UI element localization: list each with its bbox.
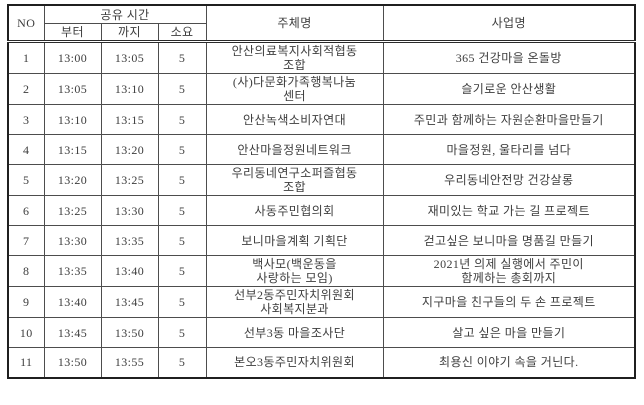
cell-no: 6	[7, 195, 45, 226]
cell-to: 13:55	[100, 347, 159, 378]
table-row: 9 13:40 13:45 5 선부2동주민자치위원회 사회복지분과 지구마을 …	[7, 286, 636, 318]
cell-project: 365 건강마을 온돌방	[382, 41, 636, 74]
cell-project: 주민과 함께하는 자원순환마을만들기	[382, 104, 636, 135]
cell-organizer: 사동주민협의회	[205, 195, 384, 226]
cell-no: 1	[7, 41, 45, 74]
header-no: NO	[7, 4, 45, 43]
cell-organizer: 백사모(백운동을 사랑하는 모임)	[205, 255, 384, 287]
cell-project: 살고 싶은 마을 만들기	[382, 317, 636, 348]
cell-organizer: 우리동네연구소퍼즐협동 조합	[205, 164, 384, 196]
cell-no: 5	[7, 164, 45, 196]
cell-duration: 5	[157, 317, 207, 348]
cell-to: 13:15	[100, 104, 159, 135]
cell-from: 13:20	[43, 164, 102, 196]
cell-no: 10	[7, 317, 45, 348]
cell-duration: 5	[157, 41, 207, 74]
cell-from: 13:10	[43, 104, 102, 135]
header-shared-time: 공유 시간	[43, 4, 207, 24]
header-row-sub: 부터 까지 소요	[8, 23, 635, 43]
cell-no: 9	[7, 286, 45, 318]
cell-to: 13:05	[100, 41, 159, 74]
cell-to: 13:35	[100, 225, 159, 256]
table-row: 11 13:50 13:55 5 본오3동주민자치위원회 최용신 이야기 속을 …	[7, 347, 636, 378]
cell-project: 재미있는 학교 가는 길 프로젝트	[382, 195, 636, 226]
cell-from: 13:35	[43, 255, 102, 287]
cell-no: 8	[7, 255, 45, 287]
cell-project: 2021년 의제 실행에서 주민이 함께하는 총회까지	[382, 255, 636, 287]
header-organizer: 주체명	[205, 4, 384, 43]
table-header: NO 공유 시간 주체명 사업명 부터 까지 소요	[7, 4, 636, 43]
cell-duration: 5	[157, 286, 207, 318]
header-project: 사업명	[382, 4, 636, 43]
table-row: 5 13:20 13:25 5 우리동네연구소퍼즐협동 조합 우리동네안전망 건…	[7, 164, 636, 196]
cell-from: 13:45	[43, 317, 102, 348]
table-row: 7 13:30 13:35 5 보니마을계획 기획단 걷고싶은 보니마을 명품길…	[7, 225, 636, 256]
schedule-table: NO 공유 시간 주체명 사업명 부터 까지 소요 1 13:00 13:05 …	[7, 4, 637, 379]
cell-to: 13:50	[100, 317, 159, 348]
cell-organizer: 선부3동 마을조사단	[205, 317, 384, 348]
cell-to: 13:40	[100, 255, 159, 287]
cell-from: 13:15	[43, 134, 102, 165]
table-row: 8 13:35 13:40 5 백사모(백운동을 사랑하는 모임) 2021년 …	[7, 255, 636, 287]
cell-to: 13:30	[100, 195, 159, 226]
table-row: 10 13:45 13:50 5 선부3동 마을조사단 살고 싶은 마을 만들기	[7, 317, 636, 348]
cell-duration: 5	[157, 255, 207, 287]
cell-organizer: 선부2동주민자치위원회 사회복지분과	[205, 286, 384, 318]
cell-project: 마을정원, 울타리를 넘다	[382, 134, 636, 165]
header-duration: 소요	[157, 23, 207, 43]
cell-organizer: 안산녹색소비자연대	[205, 104, 384, 135]
cell-organizer: 보니마을계획 기획단	[205, 225, 384, 256]
cell-to: 13:45	[100, 286, 159, 318]
cell-organizer: 안산의료복지사회적협동 조합	[205, 41, 384, 74]
cell-organizer: 본오3동주민자치위원회	[205, 347, 384, 378]
cell-duration: 5	[157, 347, 207, 378]
cell-duration: 5	[157, 195, 207, 226]
cell-project: 지구마을 친구들의 두 손 프로젝트	[382, 286, 636, 318]
cell-to: 13:10	[100, 73, 159, 105]
cell-duration: 5	[157, 73, 207, 105]
cell-from: 13:05	[43, 73, 102, 105]
cell-project: 최용신 이야기 속을 거닌다.	[382, 347, 636, 378]
cell-duration: 5	[157, 225, 207, 256]
table-row: 4 13:15 13:20 5 안산마을정원네트워크 마을정원, 울타리를 넘다	[7, 134, 636, 165]
header-to: 까지	[100, 23, 159, 43]
table-row: 2 13:05 13:10 5 (사)다문화가족행복나눔 센터 슬기로운 안산생…	[7, 73, 636, 105]
header-from: 부터	[43, 23, 102, 43]
cell-no: 3	[7, 104, 45, 135]
cell-to: 13:20	[100, 134, 159, 165]
cell-from: 13:00	[43, 41, 102, 74]
cell-to: 13:25	[100, 164, 159, 196]
table-row: 1 13:00 13:05 5 안산의료복지사회적협동 조합 365 건강마을 …	[7, 41, 636, 74]
cell-project: 우리동네안전망 건강살롱	[382, 164, 636, 196]
cell-from: 13:25	[43, 195, 102, 226]
cell-project: 걷고싶은 보니마을 명품길 만들기	[382, 225, 636, 256]
cell-duration: 5	[157, 134, 207, 165]
cell-duration: 5	[157, 164, 207, 196]
cell-duration: 5	[157, 104, 207, 135]
table-row: 6 13:25 13:30 5 사동주민협의회 재미있는 학교 가는 길 프로젝…	[7, 195, 636, 226]
cell-from: 13:50	[43, 347, 102, 378]
cell-organizer: (사)다문화가족행복나눔 센터	[205, 73, 384, 105]
cell-organizer: 안산마을정원네트워크	[205, 134, 384, 165]
cell-from: 13:30	[43, 225, 102, 256]
cell-no: 7	[7, 225, 45, 256]
cell-project: 슬기로운 안산생활	[382, 73, 636, 105]
cell-no: 2	[7, 73, 45, 105]
document-page: NO 공유 시간 주체명 사업명 부터 까지 소요 1 13:00 13:05 …	[7, 4, 637, 379]
cell-no: 4	[7, 134, 45, 165]
header-row-main: NO 공유 시간 주체명 사업명	[7, 4, 636, 43]
cell-no: 11	[7, 347, 45, 378]
cell-from: 13:40	[43, 286, 102, 318]
table-body: 1 13:00 13:05 5 안산의료복지사회적협동 조합 365 건강마을 …	[7, 41, 636, 378]
table-row: 3 13:10 13:15 5 안산녹색소비자연대 주민과 함께하는 자원순환마…	[7, 104, 636, 135]
